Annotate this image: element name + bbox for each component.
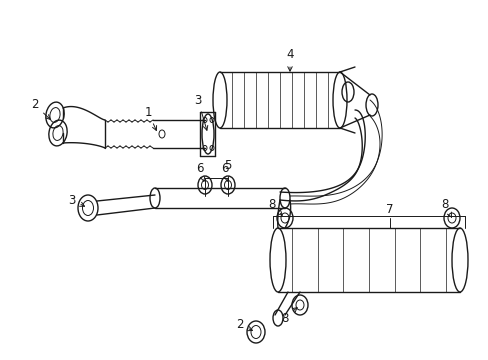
Text: 6: 6 bbox=[196, 162, 204, 181]
Text: 3: 3 bbox=[194, 94, 207, 130]
Text: 7: 7 bbox=[386, 203, 393, 216]
Text: 2: 2 bbox=[236, 319, 252, 332]
Text: 4: 4 bbox=[285, 49, 293, 71]
Text: 8: 8 bbox=[268, 198, 282, 215]
Text: 1: 1 bbox=[144, 105, 156, 130]
Text: 3: 3 bbox=[68, 194, 84, 207]
Text: 5: 5 bbox=[224, 159, 231, 172]
Text: 6: 6 bbox=[221, 162, 228, 181]
Text: 2: 2 bbox=[31, 99, 50, 120]
Text: 8: 8 bbox=[440, 198, 450, 217]
Text: 8: 8 bbox=[281, 307, 297, 324]
